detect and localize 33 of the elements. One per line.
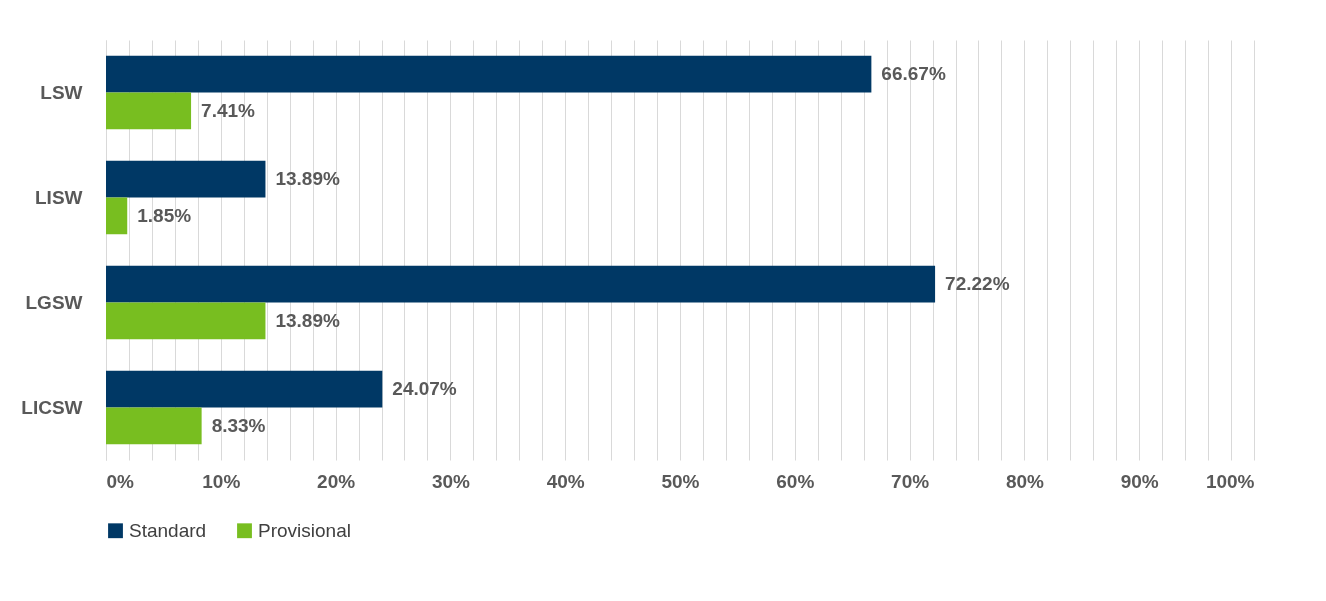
x-tick-label: 40% — [546, 470, 585, 492]
data-label: 1.85% — [137, 204, 192, 226]
x-tick-label: 100% — [1205, 470, 1255, 492]
y-tick-label: LISW — [35, 186, 83, 208]
bar — [106, 265, 936, 303]
bar — [106, 92, 192, 130]
x-tick-label: 90% — [1120, 470, 1159, 492]
data-label: 13.89% — [275, 168, 340, 190]
bar — [106, 370, 383, 408]
legend-label: Standard — [129, 519, 207, 541]
bar — [106, 302, 266, 340]
y-tick-label: LSW — [40, 81, 83, 103]
x-tick-label: 70% — [891, 470, 930, 492]
data-label: 8.33% — [211, 414, 266, 436]
bar — [106, 55, 872, 93]
x-tick-label: 10% — [202, 470, 241, 492]
data-label: 24.07% — [392, 378, 457, 400]
bar — [106, 197, 128, 235]
y-tick-label: LGSW — [25, 291, 83, 313]
data-label: 7.41% — [201, 99, 256, 121]
data-label: 66.67% — [881, 63, 946, 85]
bar — [106, 160, 266, 198]
x-tick-label: 0% — [106, 470, 135, 492]
data-label: 13.89% — [275, 309, 340, 331]
data-label: 72.22% — [945, 273, 1010, 295]
bar — [106, 407, 202, 445]
y-tick-label: LICSW — [21, 396, 83, 418]
x-tick-label: 30% — [431, 470, 471, 492]
x-tick-label: 60% — [776, 470, 815, 492]
x-tick-label: 50% — [661, 470, 700, 492]
x-tick-label: 20% — [317, 470, 356, 492]
legend-label: Provisional — [258, 519, 351, 541]
x-tick-label: 80% — [1005, 470, 1045, 492]
